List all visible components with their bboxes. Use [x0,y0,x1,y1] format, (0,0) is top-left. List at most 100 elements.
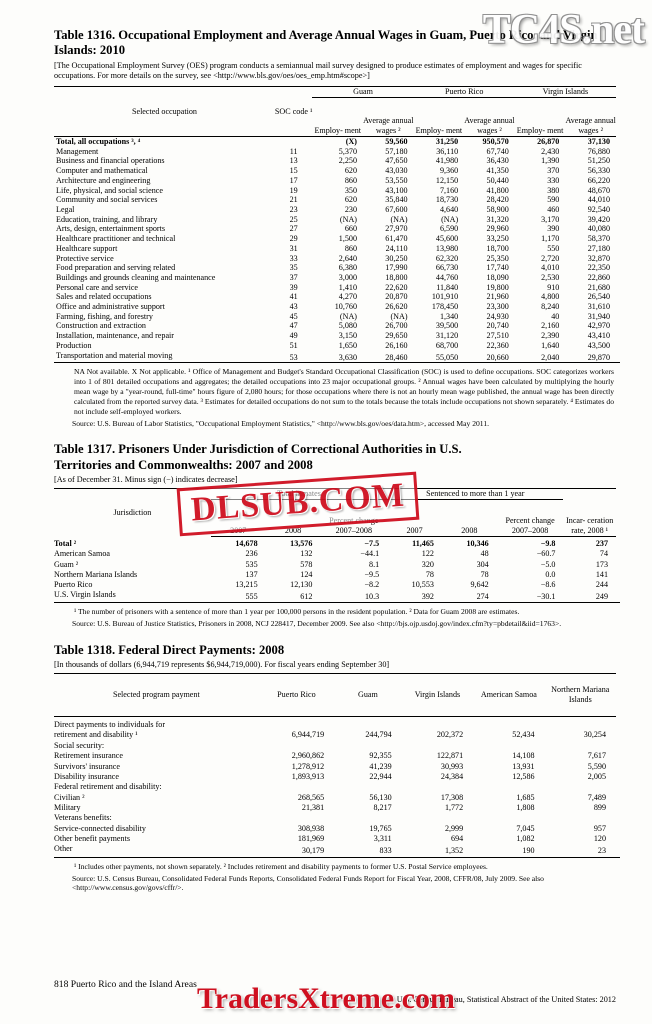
cell-occupation: Food preparation and serving related [56,263,176,273]
th-soc: SOC code ¹ [274,86,313,138]
table-row: Direct payments to individuals for [54,717,616,731]
table-row: Community and social services 21 620 35,840… [54,195,616,205]
cell-nmi [545,741,616,751]
th-sent-2007: 2007 [387,499,442,537]
th-sentenced: Sentenced to more than 1 year [387,488,564,500]
table-row: Transportation and material moving 53 3,63… [54,351,616,363]
cell-v-wage: 58,370 [587,234,610,244]
cell-pr: 1,893,913 [291,771,325,781]
cell-nmi: 30,254 [583,730,606,740]
table-row: Business and financial operations 13 2,250… [54,156,616,166]
cell-program: Retirement insurance [54,751,123,761]
cell-v-wage: 48,670 [587,185,610,195]
cell-soc: 21 [289,195,298,205]
cell-g-wage: 43,100 [385,185,408,195]
cell-p-emp: 68,700 [435,340,459,350]
th-total-2007: 2007 [210,499,266,537]
cell-v-wage: 22,860 [587,272,610,282]
cell-vi: 24,384 [440,771,464,781]
cell-p-emp: 7,160 [439,185,459,195]
cell-v-emp: 2,040 [541,352,560,362]
cell-sent-2008: 48 [480,549,489,559]
cell-total-pct: 8.1 [369,559,380,569]
table-row: Personal care and service 39 1,410 22,620 11… [54,283,616,293]
cell-guam [334,741,402,751]
cell-soc: 17 [289,175,298,185]
cell-nmi: 7,489 [587,792,606,802]
cell-v-wage: 26,540 [587,292,610,302]
cell-soc: 49 [289,331,298,341]
cell-program: Other [54,844,73,854]
cell-p-emp: 18,730 [435,195,459,205]
th-group-guam: Guam [312,86,414,98]
cell-v-wage: 31,940 [587,311,610,321]
cell-p-emp: 45,600 [435,234,459,244]
cell-as [473,717,544,731]
cell-v-wage: 76,880 [587,146,610,156]
cell-jurisdiction: Total ² [54,539,77,549]
cell-total-2008: 578 [300,559,313,569]
cell-pr [259,717,335,731]
cell-g-wage: 18,800 [385,272,408,282]
cell-vi [402,717,473,731]
th-total-inmates: Total inmates [210,488,388,500]
cell-vi [402,741,473,751]
cell-as [473,782,544,792]
cell-soc: 39 [289,282,298,292]
cell-g-emp: 6,380 [338,263,357,273]
cell-occupation: Installation, maintenance, and repair [56,331,174,341]
cell-vi: 1,772 [444,802,464,812]
cell-program: Direct payments to individuals for [54,720,166,730]
cell-p-emp: (NA) [441,214,459,224]
table-1318-body: Direct payments to individuals for retir… [54,717,616,857]
cell-guam: 833 [379,846,392,856]
cell-occupation: Healthcare support [56,243,118,253]
cell-v-wage: 37,130 [587,137,610,147]
cell-g-wage: 57,180 [385,146,408,156]
cell-g-emp: 660 [344,224,357,234]
table-row: Buildings and grounds cleaning and maint… [54,273,616,283]
cell-nmi: 5,590 [587,761,606,771]
cell-g-emp: 620 [344,166,357,176]
cell-incar-rate: 237 [595,539,608,549]
table-row: Construction and extraction 47 5,080 26,700… [54,321,616,331]
page-footer-source: U.S. Census Bureau, Statistical Abstract… [396,995,616,1004]
cell-incar-rate: 141 [595,569,608,579]
cell-g-wage: 61,470 [385,234,408,244]
table-row: Other 30,179 833 1,352 190 23 [54,844,616,856]
cell-occupation: Community and social services [56,195,158,205]
cell-g-emp: 860 [344,175,357,185]
cell-soc: 31 [289,243,298,253]
table-row: Architecture and engineering 17 860 53,550 1… [54,176,616,186]
cell-as: 13,931 [512,761,535,771]
cell-vi [402,782,473,792]
th-jurisdiction: Jurisdiction [113,507,152,517]
cell-p-emp: 9,360 [439,166,459,176]
cell-total-2008: 612 [300,591,313,601]
cell-total-pct: −9.5 [364,569,380,579]
th-program: Selected program payment [54,673,259,718]
cell-vi: 2,999 [444,823,464,833]
cell-g-wage: 47,650 [385,156,408,166]
cell-program: Other benefit payments [54,834,130,844]
cell-occupation: Healthcare practitioner and technical [56,234,176,244]
table-row: retirement and disability ¹ 6,944,719 244,… [54,730,616,740]
cell-g-wage: 27,970 [385,224,408,234]
table-row: Civilian ² 268,565 56,130 17,308 1,685 7,489 [54,793,616,803]
cell-pr: 6,944,719 [291,730,325,740]
table-1318-title: Table 1318. Federal Direct Payments: 200… [54,642,285,657]
cell-occupation: Architecture and engineering [56,175,151,185]
th-occupation: Selected occupation [54,86,275,138]
cell-total-2007: 236 [245,549,258,559]
cell-guam: 22,944 [369,771,392,781]
cell-sent-2007: 392 [421,591,434,601]
cell-nmi: 957 [593,823,606,833]
cell-occupation: Legal [56,205,75,214]
cell-guam: 19,765 [369,823,392,833]
cell-occupation: Total, all occupations ³, ⁴ [56,137,141,147]
th-northern-mariana: Northern Mariana Islands [544,673,616,718]
cell-g-emp: 1,500 [338,234,357,244]
cell-sent-pct: −30.1 [536,591,556,601]
cell-v-emp: 3,170 [541,214,560,224]
cell-total-pct: −7.5 [364,539,380,549]
